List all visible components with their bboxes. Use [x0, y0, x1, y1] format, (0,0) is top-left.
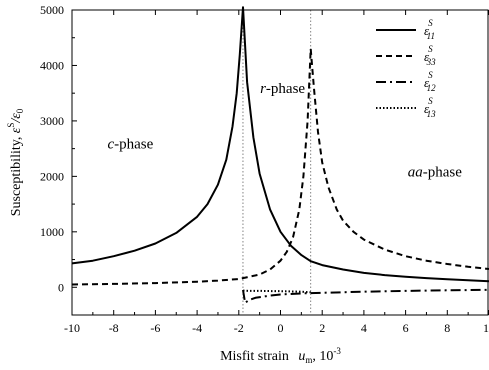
y-tick-label: 4000 — [40, 58, 64, 72]
x-tick-label: -4 — [192, 321, 202, 335]
x-tick-label: -2 — [234, 321, 244, 335]
legend-label-33: εS 33 — [424, 44, 436, 67]
phase-label-0: c-phase — [107, 137, 153, 153]
series-layer — [71, 6, 489, 304]
ticks-layer: -10 -8 -6 -4 -2 0 2 4 6 8 10 0 1000 2000 3000 4000 5000 — [40, 3, 489, 335]
y-tick-label: 2000 — [40, 169, 64, 183]
x-tick-label: 6 — [403, 321, 409, 335]
legend-label-11: εS 11 — [424, 18, 435, 41]
series-line-33 — [71, 47, 489, 286]
x-tick-label: 2 — [319, 321, 325, 335]
legend: εS 11 εS 33 εS 12 εS 13 — [376, 18, 436, 119]
x-tick-label: -10 — [64, 321, 80, 335]
legend-label-13: εS 13 — [424, 96, 436, 119]
x-tick-label: -6 — [150, 321, 160, 335]
phase-label-1: r-phase — [260, 81, 305, 97]
series-line-13 — [242, 289, 311, 294]
phase-boundary-lines — [242, 10, 312, 315]
phase-label-2: aa-phase — [408, 164, 462, 180]
y-axis-title: Susceptibility, εS/ε0 — [6, 108, 25, 216]
x-tick-label: 4 — [361, 321, 367, 335]
y-tick-label: 0 — [58, 280, 64, 294]
annotations: c-phase r-phase aa-phase — [107, 81, 462, 180]
x-tick-label: -8 — [109, 321, 119, 335]
legend-label-12: εS 12 — [424, 70, 436, 93]
x-tick-label: 10 — [483, 321, 489, 335]
x-tick-label: 0 — [278, 321, 284, 335]
y-tick-label: 1000 — [40, 225, 64, 239]
series-line-12 — [242, 288, 489, 304]
x-tick-label: 8 — [444, 321, 450, 335]
y-tick-label: 5000 — [40, 3, 64, 17]
series-line-11 — [71, 6, 489, 283]
y-tick-label: 3000 — [40, 114, 64, 128]
x-axis-title: Misfit strain um, 10-3 — [220, 346, 341, 365]
